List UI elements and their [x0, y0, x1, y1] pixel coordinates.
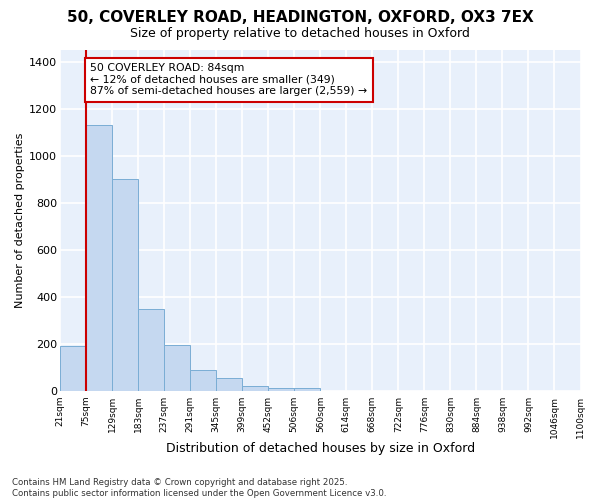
- Text: Size of property relative to detached houses in Oxford: Size of property relative to detached ho…: [130, 28, 470, 40]
- Text: Contains HM Land Registry data © Crown copyright and database right 2025.
Contai: Contains HM Land Registry data © Crown c…: [12, 478, 386, 498]
- Bar: [164, 345, 190, 391]
- Bar: [190, 370, 216, 391]
- Bar: [138, 308, 164, 391]
- Bar: [294, 388, 320, 391]
- X-axis label: Distribution of detached houses by size in Oxford: Distribution of detached houses by size …: [166, 442, 475, 455]
- Text: 50 COVERLEY ROAD: 84sqm
← 12% of detached houses are smaller (349)
87% of semi-d: 50 COVERLEY ROAD: 84sqm ← 12% of detache…: [90, 63, 367, 96]
- Bar: [60, 346, 86, 391]
- Bar: [216, 378, 242, 391]
- Text: 50, COVERLEY ROAD, HEADINGTON, OXFORD, OX3 7EX: 50, COVERLEY ROAD, HEADINGTON, OXFORD, O…: [67, 10, 533, 25]
- Bar: [86, 125, 112, 391]
- Bar: [112, 180, 138, 391]
- Bar: [242, 386, 268, 391]
- Bar: [268, 388, 294, 391]
- Y-axis label: Number of detached properties: Number of detached properties: [15, 132, 25, 308]
